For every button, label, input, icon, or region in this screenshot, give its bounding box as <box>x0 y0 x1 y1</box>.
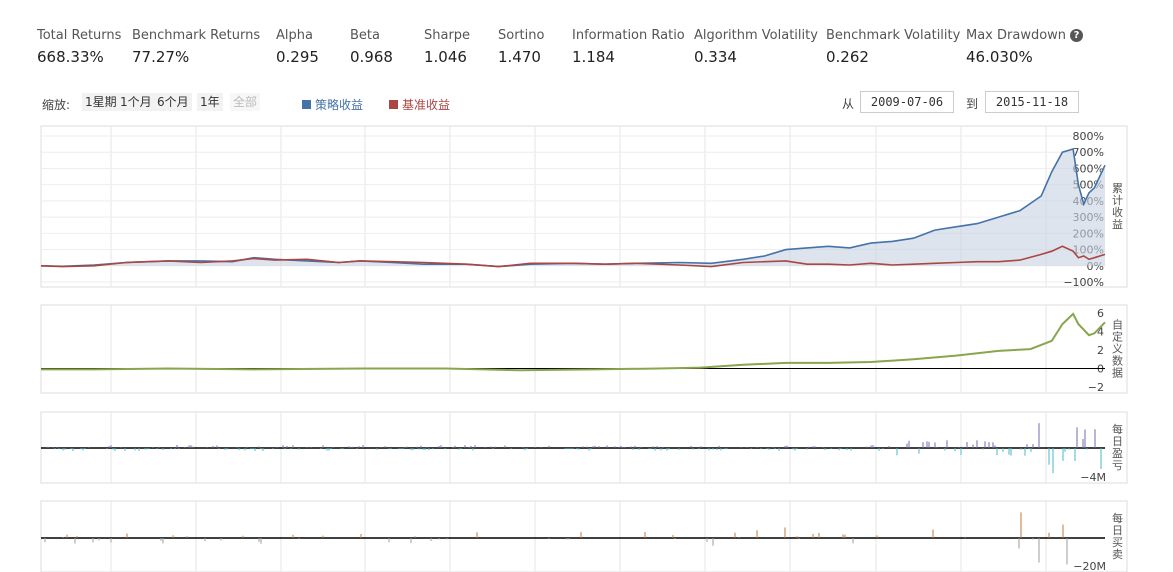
stat-label: Sortino <box>498 28 545 43</box>
help-icon[interactable]: ? <box>1070 29 1084 42</box>
stat-label: Total Returns <box>37 28 122 43</box>
legend-label: 基准收益 <box>402 98 451 112</box>
stats-bar: Total Returns 668.33% Benchmark Returns … <box>0 0 1173 80</box>
y-axis-title: 自定义数据 <box>1111 319 1124 379</box>
zoom-1-month-button[interactable]: 1个月 <box>117 93 155 111</box>
y-axis-title: 每日买卖 <box>1111 511 1124 560</box>
zoom-1-week-button[interactable]: 1星期 <box>82 93 120 111</box>
y-axis-title: 每日盈亏 <box>1111 422 1124 471</box>
zoom-all-button[interactable]: 全部 <box>230 93 261 111</box>
legend-swatch <box>389 100 398 109</box>
stat-algorithm-volatility: Algorithm Volatility 0.334 <box>694 28 818 66</box>
stat-alpha: Alpha 0.295 <box>276 28 319 66</box>
y-tick-label: −2 <box>1088 381 1104 394</box>
stat-benchmark-returns: Benchmark Returns 77.27% <box>132 28 260 66</box>
stat-value: 1.046 <box>424 48 467 66</box>
stat-value: 1.470 <box>498 48 541 66</box>
y-tick-label: 700% <box>1073 146 1104 159</box>
legend-strategy[interactable]: 策略收益 <box>302 96 363 113</box>
stat-label-text: Max Drawdown <box>966 28 1067 43</box>
stat-max-drawdown: Max Drawdown? 46.030% <box>966 28 1084 66</box>
y-tick-label: 600% <box>1073 162 1104 175</box>
stat-value: 77.27% <box>132 48 190 66</box>
stat-value: 0.968 <box>350 48 393 66</box>
benchmark-returns-line <box>40 245 1106 268</box>
stat-value: 668.33% <box>37 48 104 66</box>
stat-value: 46.030% <box>966 48 1033 66</box>
stat-label: Benchmark Returns <box>132 28 261 43</box>
from-label: 从 <box>842 97 855 111</box>
legend-swatch <box>302 100 311 109</box>
custom-data-line <box>41 312 1106 372</box>
stat-information-ratio: Information Ratio 1.184 <box>572 28 685 66</box>
stat-label: Sharpe <box>424 28 471 43</box>
zoom-6-month-button[interactable]: 6个月 <box>154 93 192 111</box>
y-tick-label: 800% <box>1073 130 1104 143</box>
charts-area: 累计收益自定义数据每日盈亏每日买卖800%700%600%500%400%300… <box>40 125 1128 572</box>
y-tick-label: −4M <box>1080 471 1106 484</box>
stat-beta: Beta 0.968 <box>350 28 393 66</box>
stat-label: Algorithm Volatility <box>694 28 818 43</box>
y-tick-label: 4 <box>1097 326 1104 339</box>
stat-label: Max Drawdown? <box>966 28 1084 43</box>
from-date-input[interactable]: 2009-07-06 <box>860 91 954 113</box>
legend-benchmark[interactable]: 基准收益 <box>389 96 450 113</box>
y-tick-label: −100% <box>1063 276 1104 289</box>
stat-value: 1.184 <box>572 48 615 66</box>
stat-label: Benchmark Volatility <box>826 28 961 43</box>
zoom-label: 缩放: <box>42 98 71 112</box>
y-axis-title: 累计收益 <box>1111 182 1124 230</box>
chart-panel-frame <box>40 304 1128 394</box>
stat-value: 0.262 <box>826 48 869 66</box>
y-tick-label: 2 <box>1097 344 1104 357</box>
chart-toolbar: 缩放: 1星期 1个月 6个月 1年 全部 策略收益 基准收益 从 2009-0… <box>0 90 1173 120</box>
stat-label: Information Ratio <box>572 28 685 43</box>
y-tick-label: 6 <box>1097 307 1104 320</box>
to-label: 到 <box>966 97 979 111</box>
strategy-area <box>41 149 1105 267</box>
stat-value: 0.334 <box>694 48 737 66</box>
legend-label: 策略收益 <box>315 98 364 112</box>
stat-value: 0.295 <box>276 48 319 66</box>
y-tick-label: −20M <box>1073 560 1106 572</box>
stat-label: Beta <box>350 28 380 43</box>
stat-sortino: Sortino 1.470 <box>498 28 544 66</box>
zoom-1-year-button[interactable]: 1年 <box>197 93 223 111</box>
stat-sharpe: Sharpe 1.046 <box>424 28 470 66</box>
stat-total-returns: Total Returns 668.33% <box>37 28 121 66</box>
stat-label: Alpha <box>276 28 313 43</box>
to-date-input[interactable]: 2015-11-18 <box>985 91 1079 113</box>
chart-panel-frame <box>40 500 1128 572</box>
stat-benchmark-volatility: Benchmark Volatility 0.262 <box>826 28 960 66</box>
